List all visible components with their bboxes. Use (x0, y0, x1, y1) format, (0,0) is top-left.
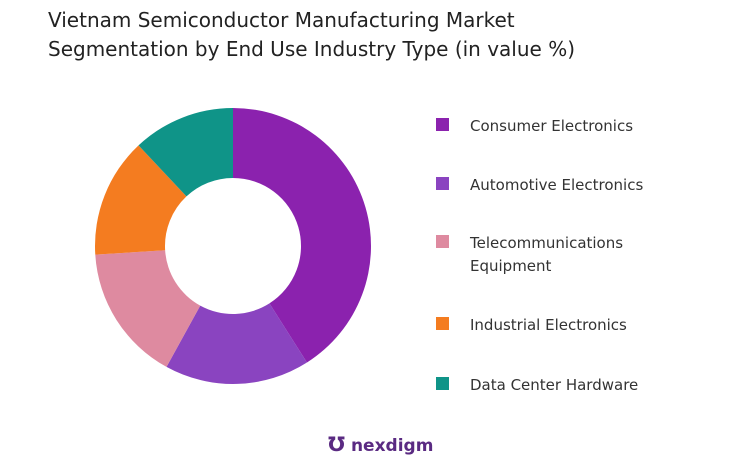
legend-label: Telecommunications Equipment (470, 234, 624, 275)
legend-swatch (436, 235, 449, 248)
legend-swatch (436, 177, 449, 190)
legend-label: Industrial Electronics (470, 316, 627, 334)
legend-swatch (436, 317, 449, 330)
donut-slice (166, 303, 307, 385)
legend-swatch (436, 118, 449, 131)
legend-label: Consumer Electronics (470, 117, 634, 135)
legend-label: Data Center Hardware (470, 376, 639, 394)
donut-slice (233, 108, 372, 363)
legend-swatch (436, 377, 449, 390)
logo: ℧ nexdigm (328, 432, 434, 456)
legend-label: Automotive Electronics (470, 176, 644, 194)
donut-slice (95, 145, 187, 255)
chart-title: Vietnam Semiconductor Manufacturing Mark… (48, 8, 576, 61)
logo-text: nexdigm (350, 436, 434, 456)
donut-slice (95, 250, 201, 367)
donut-slice (138, 108, 233, 197)
